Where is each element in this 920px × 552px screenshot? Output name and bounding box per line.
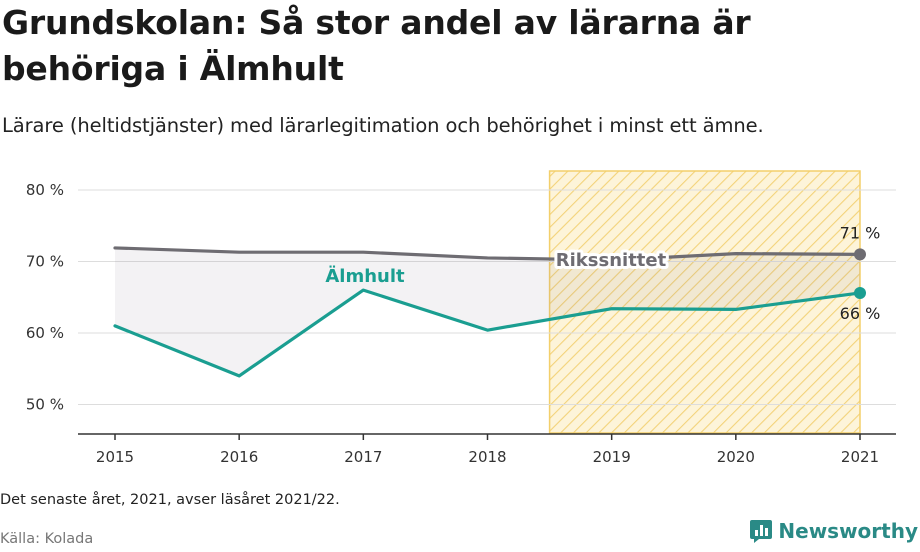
highlight-band (548, 170, 861, 434)
gap-area (115, 247, 860, 376)
x-tick-label: 2017 (344, 448, 382, 466)
x-tick-label: 2018 (468, 448, 506, 466)
chart-title: Grundskolan: Så stor andel av lärarna är… (2, 3, 751, 88)
brand-name: Newsworthy (778, 519, 918, 543)
y-tick-label: 80 % (26, 181, 64, 199)
series-end-point (854, 248, 866, 261)
bar-chart-logo-icon (750, 520, 773, 543)
x-tick-label: 2015 (96, 448, 134, 466)
series-end-point (854, 286, 866, 299)
end-value-label: 71 % (840, 223, 881, 242)
footnote: Det senaste året, 2021, avser läsåret 20… (0, 492, 340, 508)
chart-subtitle: Lärare (heltidstjänster) med lärarlegiti… (2, 114, 764, 137)
x-tick-label: 2016 (220, 448, 258, 466)
y-tick-label: 60 % (26, 324, 64, 342)
series-line (113, 288, 862, 378)
source-label: Källa: Kolada (0, 531, 94, 547)
y-tick-label: 70 % (26, 253, 64, 271)
x-tick-label: 2019 (593, 448, 631, 466)
series-label-almhult: Älmhult (325, 265, 405, 287)
series-label-rikssnittet: Rikssnittet (556, 250, 667, 271)
y-tick-label: 50 % (26, 396, 64, 414)
end-value-label: 66 % (840, 304, 881, 323)
series-line (113, 246, 862, 262)
series-label-halo: Rikssnittet (556, 250, 667, 271)
x-tick-label: 2021 (841, 448, 879, 466)
line-chart: 50 % 60 % 70 % 80 % 2015 2016 2017 2018 2019 202… (26, 170, 896, 466)
x-tick-label: 2020 (717, 448, 755, 466)
newsworthy-logo: Newsworthy (750, 519, 918, 543)
